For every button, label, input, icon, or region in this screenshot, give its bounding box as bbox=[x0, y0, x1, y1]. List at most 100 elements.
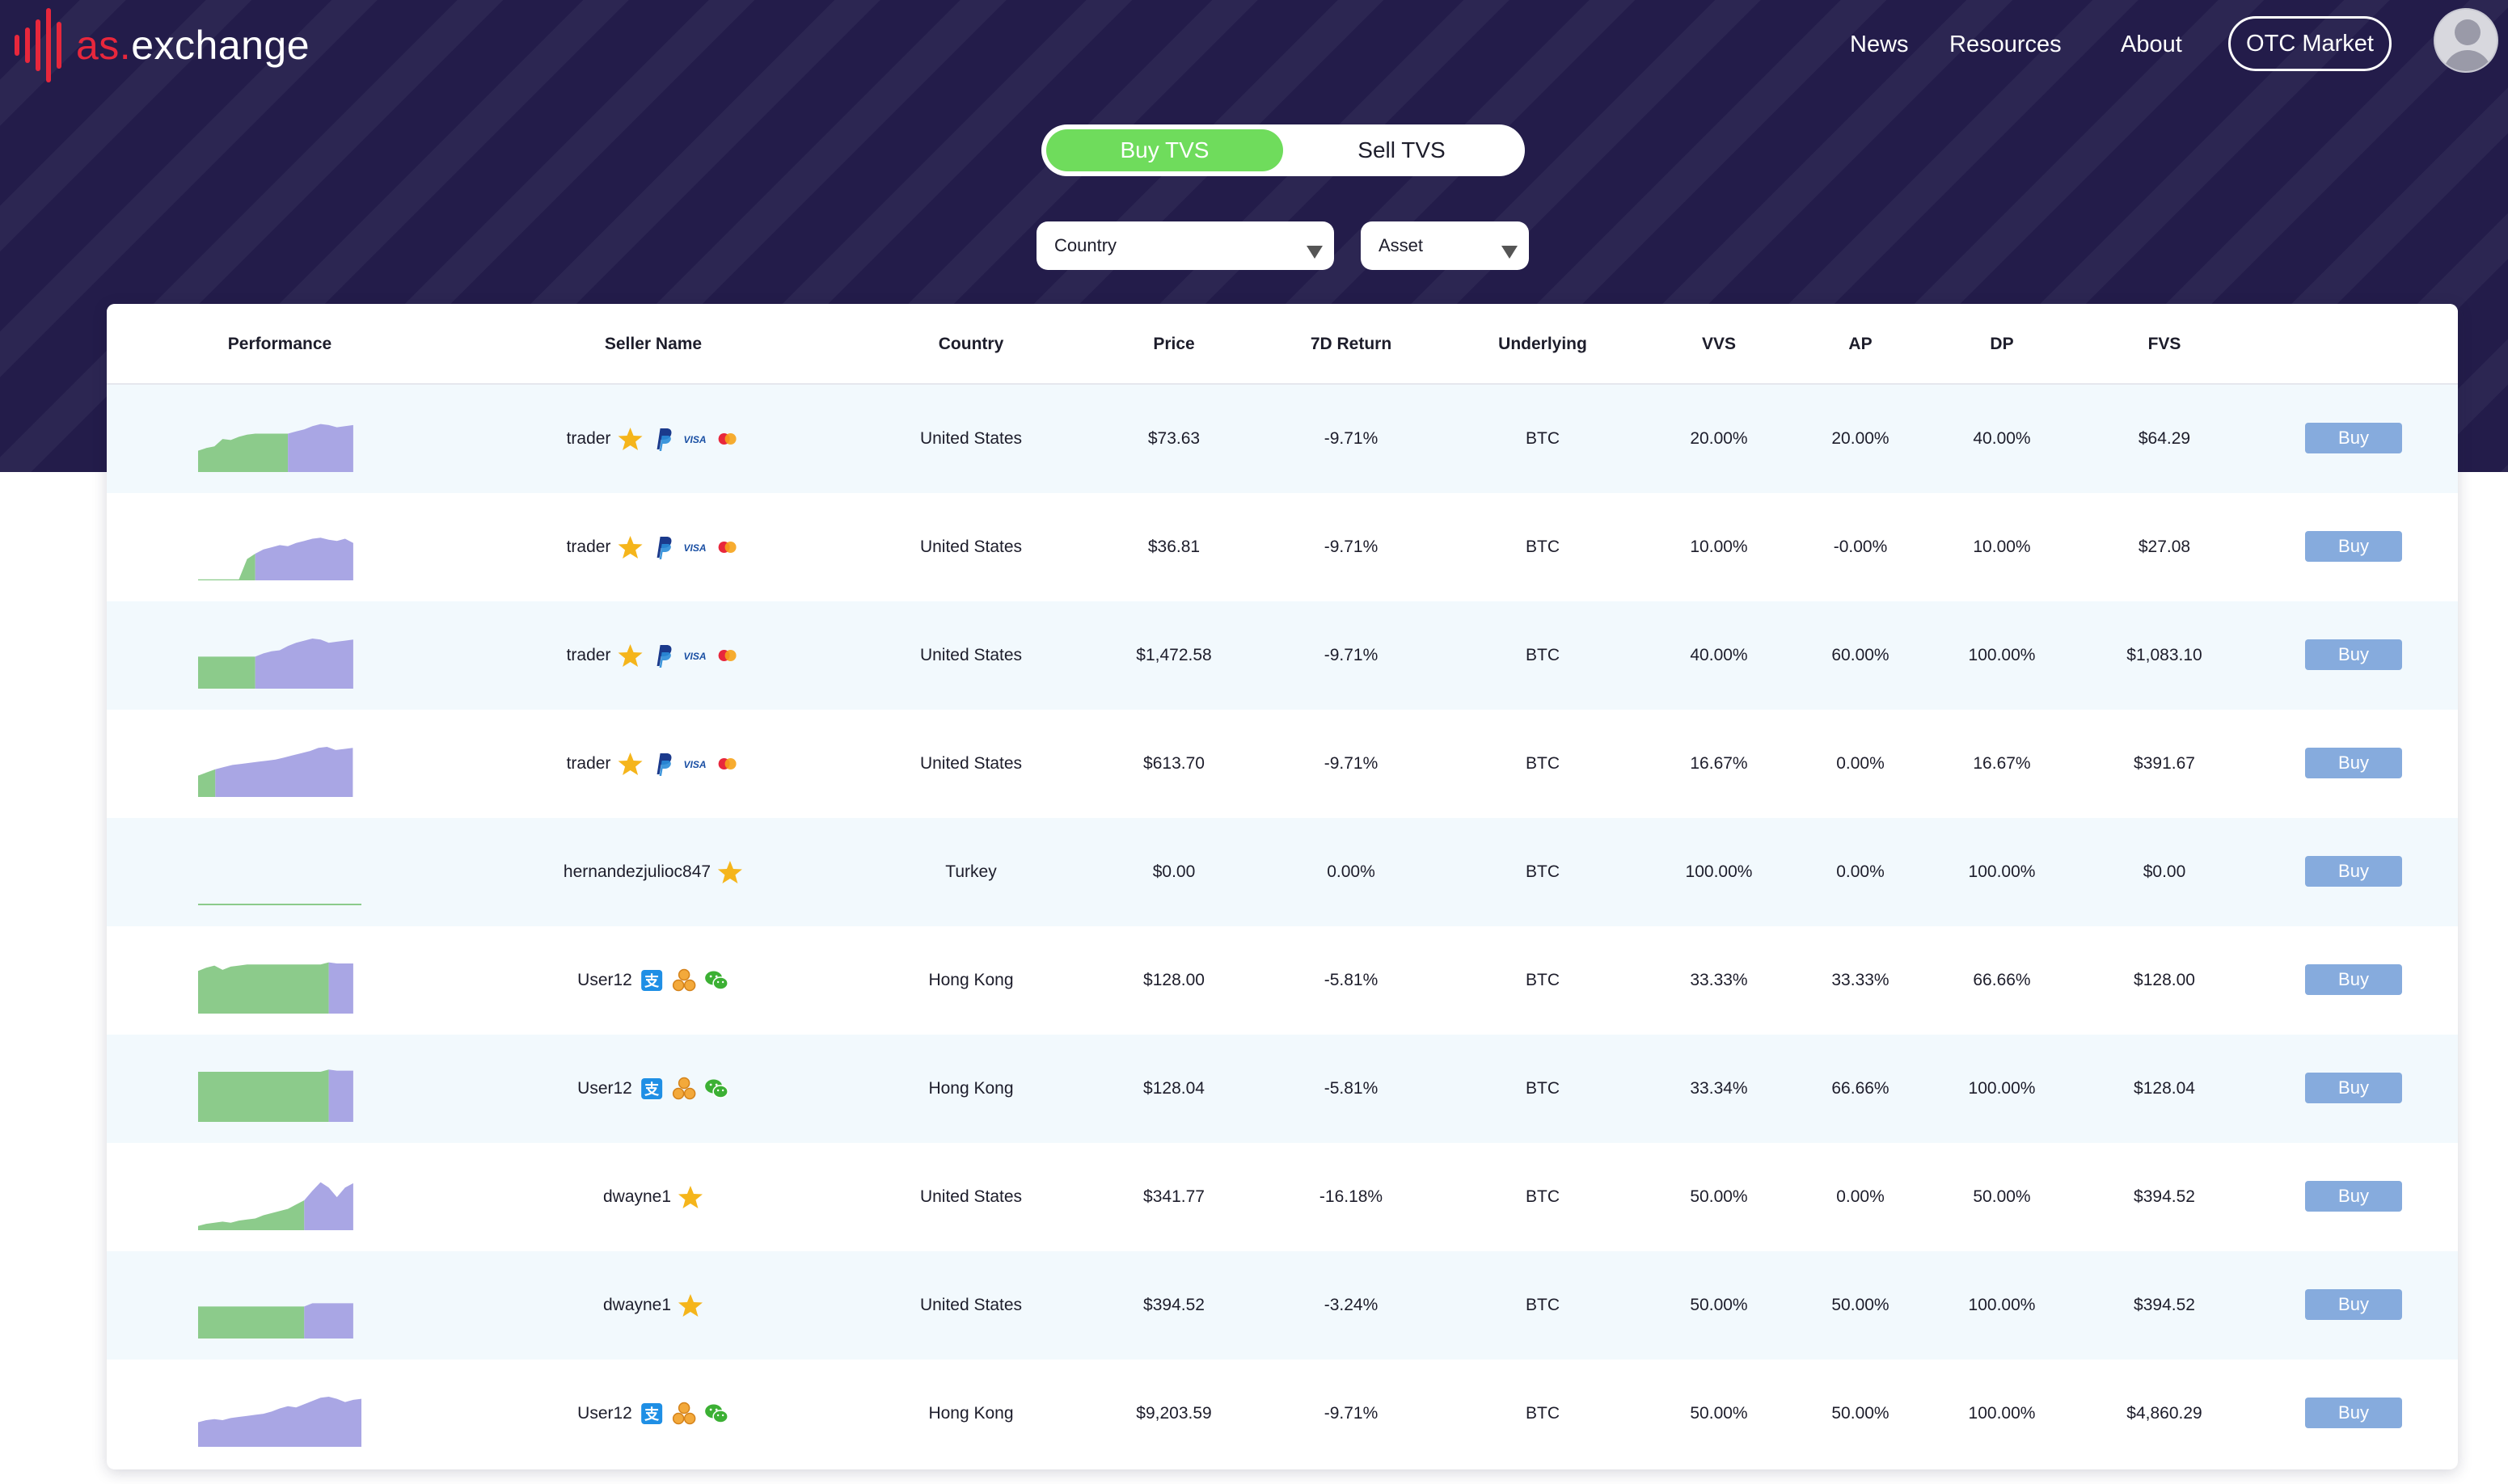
buy-sell-toggle: Buy TVS Sell TVS bbox=[1041, 124, 1525, 176]
header-ap[interactable]: AP bbox=[1848, 335, 1873, 353]
user-avatar[interactable] bbox=[2434, 8, 2498, 73]
header-dp[interactable]: DP bbox=[1990, 335, 2014, 353]
seller-cell[interactable]: dwayne1 bbox=[603, 1251, 703, 1360]
cell-vvs: 10.00% bbox=[1690, 538, 1748, 556]
seller-cell[interactable]: hernandezjulioc847 bbox=[564, 818, 743, 926]
cell-return-7d: -3.24% bbox=[1324, 1296, 1379, 1314]
asset-select[interactable]: Asset bbox=[1361, 221, 1529, 270]
cell-country: United States bbox=[919, 429, 1023, 448]
header-underlying[interactable]: Underlying bbox=[1498, 335, 1587, 353]
mastercard-icon bbox=[714, 534, 740, 560]
buy-button[interactable]: Buy bbox=[2305, 964, 2402, 995]
offers-table: Performance Seller Name Country Price 7D… bbox=[107, 304, 2458, 1469]
seller-name[interactable]: User12 bbox=[577, 1404, 632, 1423]
performance-sparkline bbox=[198, 524, 361, 580]
coins-icon bbox=[671, 1076, 697, 1102]
seller-name[interactable]: hernandezjulioc847 bbox=[563, 862, 711, 881]
cell-underlying: BTC bbox=[1526, 646, 1560, 664]
seller-name[interactable]: trader bbox=[566, 429, 611, 448]
mastercard-icon bbox=[714, 426, 740, 452]
star-icon bbox=[617, 426, 643, 452]
buy-button[interactable]: Buy bbox=[2305, 1398, 2402, 1428]
seller-name[interactable]: dwayne1 bbox=[602, 1187, 672, 1206]
logo-bars-icon bbox=[15, 5, 61, 86]
seller-cell[interactable]: trader VISA bbox=[567, 601, 741, 710]
header-7d-return[interactable]: 7D Return bbox=[1310, 335, 1392, 353]
otc-market-button[interactable]: OTC Market bbox=[2228, 16, 2392, 71]
cell-country: Turkey bbox=[945, 862, 997, 881]
seller-name[interactable]: dwayne1 bbox=[602, 1296, 672, 1314]
nav-news[interactable]: News bbox=[1850, 31, 1909, 57]
seller-cell[interactable]: User12 支 bbox=[577, 926, 729, 1035]
performance-sparkline bbox=[198, 1390, 361, 1447]
cell-dp: 10.00% bbox=[1973, 538, 2031, 556]
cell-country: Hong Kong bbox=[928, 971, 1014, 989]
seller-name[interactable]: trader bbox=[566, 754, 611, 773]
seller-name[interactable]: trader bbox=[566, 538, 611, 556]
cell-country: United States bbox=[919, 1296, 1023, 1314]
nav-about[interactable]: About bbox=[2121, 31, 2182, 57]
cell-fvs: $27.08 bbox=[2138, 538, 2191, 556]
seller-cell[interactable]: User12 支 bbox=[577, 1035, 729, 1143]
cell-underlying: BTC bbox=[1526, 1187, 1560, 1206]
header-seller-name[interactable]: Seller Name bbox=[604, 335, 703, 353]
cell-vvs: 16.67% bbox=[1690, 754, 1748, 773]
buy-tvs-tab[interactable]: Buy TVS bbox=[1046, 129, 1283, 171]
header-vvs[interactable]: VVS bbox=[1701, 335, 1737, 353]
header-price[interactable]: Price bbox=[1153, 335, 1195, 353]
star-icon bbox=[617, 643, 643, 668]
svg-text:支: 支 bbox=[644, 972, 660, 990]
buy-button[interactable]: Buy bbox=[2305, 1073, 2402, 1103]
buy-button[interactable]: Buy bbox=[2305, 748, 2402, 778]
cell-price: $394.52 bbox=[1143, 1296, 1205, 1314]
avatar-body-icon bbox=[2443, 50, 2492, 71]
buy-button[interactable]: Buy bbox=[2305, 423, 2402, 453]
cell-dp: 40.00% bbox=[1973, 429, 2031, 448]
cell-country: Hong Kong bbox=[928, 1079, 1014, 1098]
cell-fvs: $1,083.10 bbox=[2126, 646, 2202, 664]
cell-fvs: $128.04 bbox=[2134, 1079, 2195, 1098]
cell-price: $73.63 bbox=[1147, 429, 1201, 448]
header-performance[interactable]: Performance bbox=[227, 335, 332, 353]
visa-icon: VISA bbox=[682, 643, 707, 668]
wechat-icon bbox=[703, 1401, 729, 1427]
buy-button[interactable]: Buy bbox=[2305, 1181, 2402, 1212]
alipay-icon: 支 bbox=[639, 968, 665, 993]
cell-vvs: 33.34% bbox=[1690, 1079, 1748, 1098]
seller-name[interactable]: trader bbox=[566, 646, 611, 664]
cell-return-7d: 0.00% bbox=[1327, 862, 1375, 881]
cell-ap: 50.00% bbox=[1831, 1404, 1889, 1423]
header-country[interactable]: Country bbox=[938, 335, 1004, 353]
buy-button[interactable]: Buy bbox=[2305, 1289, 2402, 1320]
cell-ap: 66.66% bbox=[1831, 1079, 1889, 1098]
visa-icon: VISA bbox=[682, 751, 707, 777]
cell-underlying: BTC bbox=[1526, 862, 1560, 881]
buy-button[interactable]: Buy bbox=[2305, 531, 2402, 562]
seller-name[interactable]: User12 bbox=[577, 1079, 632, 1098]
sell-tvs-tab[interactable]: Sell TVS bbox=[1357, 137, 1446, 162]
cell-ap: 0.00% bbox=[1836, 1187, 1885, 1206]
cell-underlying: BTC bbox=[1526, 429, 1560, 448]
cell-underlying: BTC bbox=[1526, 538, 1560, 556]
svg-text:VISA: VISA bbox=[683, 759, 706, 770]
seller-cell[interactable]: dwayne1 bbox=[603, 1143, 703, 1251]
brand-logo[interactable]: as.exchange bbox=[15, 5, 310, 86]
cell-country: United States bbox=[919, 646, 1023, 664]
seller-cell[interactable]: trader VISA bbox=[567, 710, 741, 818]
nav-resources[interactable]: Resources bbox=[1949, 31, 2062, 57]
table-row: User12 支 Hong Kong $128.04 -5.81% BTC 33.34% 66… bbox=[107, 1035, 2458, 1143]
paypal-icon bbox=[649, 751, 675, 777]
buy-button[interactable]: Buy bbox=[2305, 639, 2402, 670]
header-fvs[interactable]: FVS bbox=[2147, 335, 2181, 353]
cell-dp: 100.00% bbox=[1968, 646, 2036, 664]
buy-button[interactable]: Buy bbox=[2305, 856, 2402, 887]
seller-cell[interactable]: trader VISA bbox=[567, 493, 741, 601]
seller-cell[interactable]: trader VISA bbox=[567, 385, 741, 493]
seller-name[interactable]: User12 bbox=[577, 971, 632, 989]
country-select[interactable]: Country bbox=[1037, 221, 1334, 270]
cell-price: $128.04 bbox=[1143, 1079, 1205, 1098]
table-row: trader VISA United States $73.63 -9.71% BTC 20… bbox=[107, 385, 2458, 493]
cell-fvs: $394.52 bbox=[2134, 1187, 2195, 1206]
cell-underlying: BTC bbox=[1526, 971, 1560, 989]
seller-cell[interactable]: User12 支 bbox=[577, 1360, 729, 1468]
